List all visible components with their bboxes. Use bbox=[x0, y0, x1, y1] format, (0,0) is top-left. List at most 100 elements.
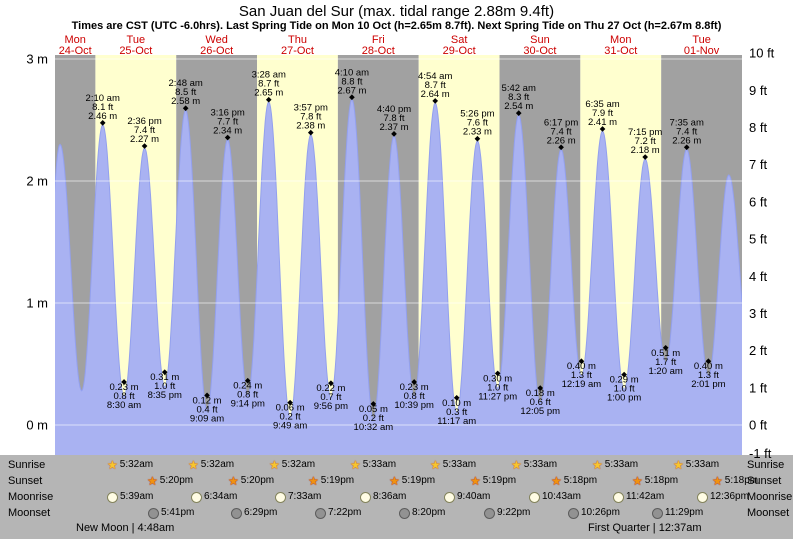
sunrise-star-icon: ★ bbox=[430, 457, 441, 472]
y-axis-label-feet: 3 ft bbox=[749, 306, 767, 321]
tide-label-line: 0.22 m bbox=[316, 383, 345, 394]
tide-label-line: 9:14 pm bbox=[231, 399, 265, 410]
moonrise-entry: 6:34am bbox=[191, 491, 237, 503]
day-label-weekday: Mon bbox=[65, 34, 86, 46]
high-tide-label: 5:42 am8.3 ft2.54 m bbox=[502, 83, 536, 116]
tide-label-line: 10:32 am bbox=[354, 422, 394, 433]
tide-label-line: 0.7 ft bbox=[320, 392, 341, 403]
page-subtitle: Times are CST (UTC -6.0hrs). Last Spring… bbox=[71, 20, 722, 32]
sunset-star-icon: ★ bbox=[551, 473, 562, 488]
tide-label-line: 2.41 m bbox=[588, 117, 617, 128]
sunrise-entry: ★ 5:32am bbox=[269, 459, 315, 471]
tide-label-line: 2:48 am bbox=[169, 78, 203, 89]
tide-marker-icon bbox=[705, 358, 712, 365]
moonrise-entry: 7:33am bbox=[275, 491, 321, 503]
tide-label-line: 2:36 pm bbox=[127, 116, 161, 127]
tide-label-line: 0.10 m bbox=[442, 398, 471, 409]
sunset-star-icon: ★ bbox=[632, 473, 643, 488]
sunset-time: 5:20pm bbox=[240, 475, 275, 486]
tide-label-line: 2.67 m bbox=[337, 85, 366, 96]
y-axis-label-feet: 4 ft bbox=[749, 269, 767, 284]
day-label-date: 01-Nov bbox=[684, 45, 720, 57]
tide-label-line: 7.8 ft bbox=[383, 113, 404, 124]
sunset-entry: ★ 5:20pm bbox=[228, 475, 274, 487]
tide-label-line: 2.38 m bbox=[296, 121, 325, 132]
sunset-entry: ★ 5:19pm bbox=[389, 475, 435, 487]
tide-label-line: 0.18 m bbox=[526, 388, 555, 399]
sunset-entry: ★ 5:18pm bbox=[551, 475, 597, 487]
tide-label-line: 1:00 pm bbox=[607, 393, 641, 404]
moonset-entry: 9:22pm bbox=[484, 507, 530, 519]
moonrise-entry: 5:39am bbox=[107, 491, 153, 503]
sunset-star-icon: ★ bbox=[228, 473, 239, 488]
tide-marker-icon bbox=[141, 143, 148, 149]
astro-row-label-moonrise-right: Moonrise bbox=[747, 491, 793, 503]
tide-marker-icon bbox=[349, 94, 355, 101]
sunset-entry: ★ 5:19pm bbox=[308, 475, 354, 487]
day-label-weekday: Fri bbox=[372, 34, 385, 46]
tide-label-line: 7.6 ft bbox=[467, 118, 488, 129]
moonset-entry: 6:29pm bbox=[231, 507, 277, 519]
y-axis-label-feet: -1 ft bbox=[749, 446, 772, 461]
tide-marker-icon bbox=[182, 105, 189, 112]
moonset-entry: 8:20pm bbox=[399, 507, 445, 519]
tide-label-line: 2.54 m bbox=[504, 101, 533, 112]
tide-label-line: 8:30 am bbox=[107, 400, 141, 411]
tide-label-line: 11:27 pm bbox=[478, 391, 517, 402]
tide-label-line: 7.4 ft bbox=[676, 126, 697, 137]
page-title: San Juan del Sur (max. tidal range 2.88m… bbox=[238, 3, 555, 20]
moonrise-icon bbox=[444, 491, 455, 503]
astro-row-label-moonset-left: Moonset bbox=[8, 507, 51, 519]
day-label-date: 29-Oct bbox=[443, 45, 476, 57]
moonset-icon bbox=[399, 507, 410, 519]
tide-label-line: 5:26 pm bbox=[460, 109, 494, 120]
sunset-time: 5:18pm bbox=[563, 475, 598, 486]
tide-label-line: 0.31 m bbox=[150, 372, 179, 383]
tide-curve-area bbox=[55, 99, 742, 455]
day-label-weekday: Tue bbox=[692, 34, 711, 46]
tide-label-line: 2.37 m bbox=[379, 122, 408, 133]
tide-label-line: 9:09 am bbox=[190, 413, 224, 424]
moonset-entry: 7:22pm bbox=[315, 507, 361, 519]
y-axis-label-metres: 1 m bbox=[26, 296, 48, 311]
moonset-icon bbox=[148, 507, 159, 519]
astro-row-label-moonset-right: Moonset bbox=[747, 507, 790, 519]
high-tide-label: 3:28 am8.7 ft2.65 m bbox=[252, 70, 286, 103]
low-tide-label: 0.29 m1.0 ft1:00 pm bbox=[607, 371, 641, 404]
sunrise-star-icon: ★ bbox=[673, 457, 684, 472]
sunrise-entry: ★ 5:32am bbox=[107, 459, 153, 471]
tide-label-line: 0.23 m bbox=[400, 382, 429, 393]
high-tide-label: 2:10 am8.1 ft2.46 m bbox=[86, 93, 120, 126]
tide-label-line: 8:35 pm bbox=[148, 390, 182, 401]
tide-label-line: 7:35 am bbox=[670, 117, 704, 128]
tide-label-line: 2.27 m bbox=[130, 134, 159, 145]
moonrise-entry: 11:42am bbox=[613, 491, 664, 503]
astronomy-panel bbox=[0, 455, 793, 539]
tide-marker-icon bbox=[204, 392, 210, 399]
sunrise-entry: ★ 5:33am bbox=[511, 459, 557, 471]
moonrise-time: 9:40am bbox=[457, 491, 491, 502]
sunset-time: 5:19pm bbox=[401, 475, 436, 486]
sunrise-star-icon: ★ bbox=[188, 457, 199, 472]
low-tide-label: 0.12 m0.4 ft9:09 am bbox=[190, 392, 224, 424]
sunrise-star-icon: ★ bbox=[269, 457, 280, 472]
y-axis-label-feet: 0 ft bbox=[749, 418, 767, 433]
moonset-entry: 5:41pm bbox=[148, 507, 194, 519]
sunset-star-icon: ★ bbox=[470, 473, 481, 488]
tide-label-line: 2.64 m bbox=[421, 89, 450, 100]
day-label-weekday: Sun bbox=[530, 34, 550, 46]
tide-label-line: 1.0 ft bbox=[154, 381, 175, 392]
tide-label-line: 9:49 am bbox=[273, 421, 307, 432]
moonset-time: 9:22pm bbox=[497, 507, 531, 518]
tide-label-line: 2.26 m bbox=[672, 135, 701, 146]
tide-label-line: 2.34 m bbox=[213, 126, 242, 137]
moonset-entry: 10:26pm bbox=[568, 507, 620, 519]
tide-marker-icon bbox=[537, 385, 544, 391]
day-label-weekday: Wed bbox=[205, 34, 227, 46]
moonset-icon bbox=[652, 507, 663, 519]
sunrise-star-icon: ★ bbox=[511, 457, 522, 472]
tide-label-line: 11:17 am bbox=[437, 416, 476, 427]
